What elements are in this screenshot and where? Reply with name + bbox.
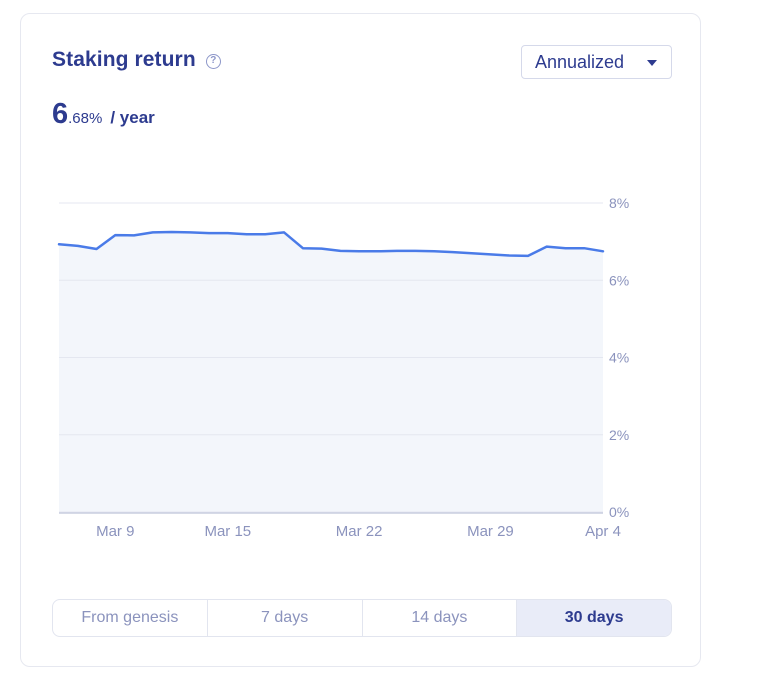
range-option-7-days[interactable]: 7 days (208, 600, 363, 636)
y-tick-label: 4% (609, 350, 629, 366)
y-tick-label: 2% (609, 427, 629, 443)
dropdown-selected-label: Annualized (535, 51, 625, 72)
staking-return-card: Staking return ? Annualized 6 .68 % / ye… (20, 13, 701, 667)
x-tick-label: Mar 22 (336, 523, 383, 540)
range-option-30-days[interactable]: 30 days (517, 600, 671, 636)
x-tick-label: Apr 4 (585, 523, 621, 540)
help-circle-icon[interactable]: ? (205, 53, 221, 69)
series-area (59, 232, 603, 512)
caret-down-icon (647, 60, 657, 66)
x-tick-label: Mar 9 (96, 523, 134, 540)
return-value: 6 .68 % / year (52, 98, 155, 131)
staking-return-chart: 8% 6% 4% 2% 0% Mar 9 Mar 15 Mar 22 Mar 29 Apr 4 (57, 195, 629, 540)
y-tick-label: 0% (609, 504, 629, 520)
x-tick-label: Mar 29 (467, 523, 514, 540)
return-value-integer: 6 (52, 98, 69, 130)
return-value-unit: / year (110, 108, 155, 127)
y-tick-label: 8% (609, 195, 629, 211)
x-tick-label: Mar 15 (204, 523, 251, 540)
return-value-percent: % (89, 110, 103, 127)
range-selector: From genesis 7 days 14 days 30 days (52, 599, 672, 637)
range-option-from-genesis[interactable]: From genesis (53, 600, 208, 636)
card-title: Staking return (52, 48, 196, 71)
period-type-dropdown[interactable]: Annualized (521, 45, 672, 79)
card-header: Staking return ? (52, 48, 221, 72)
range-option-14-days[interactable]: 14 days (363, 600, 518, 636)
y-tick-label: 6% (609, 272, 629, 288)
return-value-fraction: .68 (68, 110, 89, 127)
series-line (57, 230, 605, 258)
